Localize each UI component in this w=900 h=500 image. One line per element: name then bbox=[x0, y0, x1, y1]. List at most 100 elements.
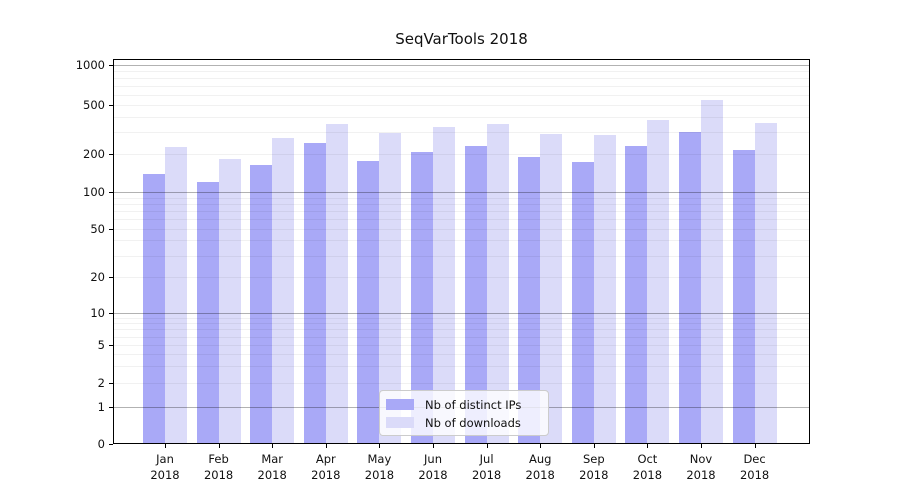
bar-downloads-jun bbox=[433, 126, 455, 443]
x-tick-mark bbox=[433, 444, 434, 448]
x-tick-label-nov: Nov 2018 bbox=[673, 451, 729, 483]
x-tick-mark bbox=[379, 444, 381, 448]
legend-label: Nb of distinct IPs bbox=[425, 397, 522, 412]
bar-downloads-feb bbox=[218, 159, 241, 443]
gridline bbox=[114, 329, 809, 331]
x-tick-month: May bbox=[367, 452, 392, 466]
x-tick-label-sep: Sep 2018 bbox=[566, 451, 622, 483]
gridline bbox=[114, 312, 809, 314]
y-tick-mark bbox=[109, 65, 113, 67]
bar-downloads-may bbox=[379, 133, 402, 443]
gridline bbox=[114, 383, 809, 385]
bar-distinct-ips-oct bbox=[625, 146, 648, 443]
x-tick-year: 2018 bbox=[471, 468, 502, 482]
y-tick-label: 500 bbox=[83, 98, 105, 112]
y-tick-mark bbox=[109, 312, 113, 314]
x-tick-year: 2018 bbox=[686, 468, 716, 482]
bar-downloads-apr bbox=[325, 123, 348, 443]
x-tick-label-jan: Jan 2018 bbox=[137, 451, 193, 483]
x-tick-year: 2018 bbox=[418, 468, 448, 482]
gridline bbox=[114, 65, 809, 67]
x-tick-year: 2018 bbox=[579, 468, 609, 482]
x-tick-mark bbox=[325, 444, 327, 448]
gridline bbox=[114, 323, 809, 325]
gridline bbox=[114, 277, 809, 278]
bar-downloads-jan bbox=[165, 147, 187, 443]
y-tick-label: 100 bbox=[83, 185, 105, 199]
x-tick-year: 2018 bbox=[203, 468, 234, 482]
bar-downloads-oct bbox=[647, 119, 670, 443]
x-tick-month: Aug bbox=[528, 452, 552, 466]
y-tick-mark bbox=[109, 443, 113, 445]
x-tick-month: Apr bbox=[315, 452, 336, 466]
x-tick-month: Jun bbox=[424, 452, 442, 466]
x-tick-month: Jul bbox=[479, 452, 494, 466]
x-tick-label-aug: Aug 2018 bbox=[512, 451, 568, 483]
bar-downloads-sep bbox=[593, 134, 616, 443]
x-tick-year: 2018 bbox=[150, 468, 180, 482]
bar-distinct-ips-apr bbox=[303, 143, 326, 443]
y-tick-label: 5 bbox=[97, 338, 105, 352]
bar-distinct-ips-sep bbox=[571, 162, 594, 443]
gridline bbox=[114, 85, 809, 87]
bar-downloads-aug bbox=[540, 133, 563, 443]
bar-downloads-dec bbox=[754, 123, 777, 443]
gridline bbox=[114, 210, 809, 212]
gridline bbox=[114, 192, 809, 193]
x-tick-label-apr: Apr 2018 bbox=[298, 451, 354, 483]
gridline bbox=[114, 354, 809, 356]
bar-distinct-ips-feb bbox=[196, 181, 219, 443]
y-tick-mark bbox=[109, 105, 113, 106]
y-tick-label: 200 bbox=[83, 147, 105, 161]
gridline bbox=[114, 94, 809, 96]
x-tick-mark bbox=[701, 444, 702, 448]
bar-distinct-ips-mar bbox=[250, 165, 273, 443]
gridline bbox=[114, 105, 809, 106]
gridline bbox=[114, 345, 809, 346]
bar-downloads-jul bbox=[486, 124, 509, 443]
x-tick-mark bbox=[272, 444, 274, 448]
x-tick-year: 2018 bbox=[632, 468, 663, 482]
legend-entry-downloads: Nb of downloads bbox=[386, 415, 540, 430]
x-tick-mark bbox=[165, 444, 166, 448]
y-tick-label: 50 bbox=[90, 221, 105, 236]
x-tick-month: Nov bbox=[689, 452, 713, 466]
x-tick-label-dec: Dec 2018 bbox=[727, 451, 783, 483]
gridline bbox=[114, 78, 809, 80]
legend-swatch-distinct-ips bbox=[386, 399, 414, 410]
y-tick-mark bbox=[109, 154, 113, 155]
gridline bbox=[114, 228, 809, 230]
gridline bbox=[114, 71, 809, 73]
x-tick-year: 2018 bbox=[364, 468, 395, 482]
bar-downloads-nov bbox=[701, 100, 723, 443]
bar-distinct-ips-aug bbox=[518, 156, 541, 443]
y-tick-label: 1000 bbox=[75, 58, 105, 73]
y-tick-label: 0 bbox=[97, 436, 105, 451]
bar-distinct-ips-dec bbox=[732, 150, 755, 443]
gridline bbox=[114, 240, 809, 242]
x-tick-mark bbox=[754, 444, 756, 448]
bars-layer bbox=[114, 60, 809, 443]
gridline bbox=[114, 255, 809, 257]
gridline bbox=[114, 154, 809, 155]
x-tick-year: 2018 bbox=[311, 468, 341, 482]
legend: Nb of distinct IPs Nb of downloads bbox=[379, 390, 549, 436]
x-tick-label-feb: Feb 2018 bbox=[191, 451, 247, 483]
bar-downloads-mar bbox=[272, 138, 295, 443]
plot-area bbox=[113, 59, 810, 444]
x-tick-label-may: May 2018 bbox=[351, 451, 407, 483]
x-tick-month: Feb bbox=[208, 452, 229, 466]
x-tick-label-mar: Mar 2018 bbox=[244, 451, 300, 483]
x-tick-month: Jan bbox=[156, 452, 174, 466]
bar-distinct-ips-jul bbox=[464, 146, 487, 443]
y-tick-label: 2 bbox=[97, 376, 105, 391]
y-tick-mark bbox=[109, 345, 113, 346]
bar-distinct-ips-may bbox=[357, 161, 380, 443]
y-tick-mark bbox=[109, 406, 113, 408]
y-tick-mark bbox=[109, 228, 113, 230]
gridline bbox=[114, 317, 809, 319]
legend-swatch-downloads bbox=[386, 417, 414, 428]
x-tick-label-jul: Jul 2018 bbox=[459, 451, 515, 483]
x-tick-mark bbox=[218, 444, 220, 448]
